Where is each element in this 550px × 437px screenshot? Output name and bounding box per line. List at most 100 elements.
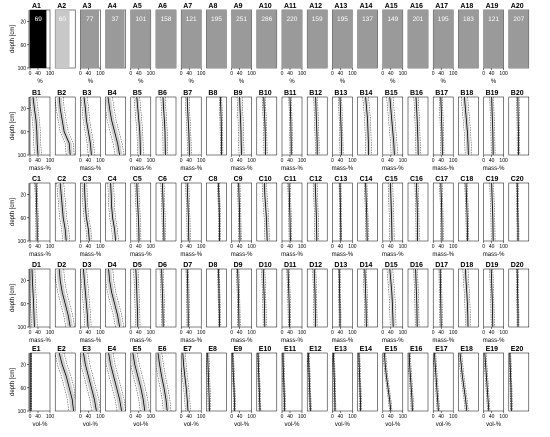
y-axis-label: depth [cm] <box>10 284 16 312</box>
panel-label: E10 <box>259 346 272 353</box>
panel-frame <box>508 352 530 412</box>
panel-label: A11 <box>284 3 297 10</box>
lower-bound-line <box>338 96 341 156</box>
x-axis-label: mass-% <box>29 166 51 172</box>
panel-label: C13 <box>334 176 347 183</box>
x-tick-label: 40 <box>438 71 444 77</box>
median-line <box>384 352 392 412</box>
median-line <box>58 352 74 412</box>
panel-d18: D18 <box>458 262 479 328</box>
y-axis-label: depth [cm] <box>10 198 16 226</box>
composition-fill <box>206 10 227 68</box>
median-line <box>434 352 439 412</box>
x-tick-label: 100 <box>449 414 458 420</box>
panel-c7: C7 <box>180 176 202 242</box>
x-tick-label: 40 <box>35 244 41 250</box>
panel-frame <box>29 268 51 328</box>
x-axis-label: mass-% <box>130 252 152 258</box>
panel-label: B10 <box>259 90 272 97</box>
panel-b18: B18 <box>458 90 479 156</box>
median-line <box>207 352 210 412</box>
x-tick-label: 100 <box>348 330 357 336</box>
x-axis-label: mass-% <box>332 338 354 344</box>
panel-label: E13 <box>334 346 347 353</box>
lower-bound-line <box>80 268 86 328</box>
median-line <box>257 352 261 412</box>
upper-bound-line <box>518 96 521 156</box>
x-tick-label: 40 <box>186 71 192 77</box>
composition-fill <box>181 10 202 68</box>
panel-label: C3 <box>82 176 91 183</box>
panel-b9: B9 <box>231 90 252 156</box>
median-line <box>108 352 122 412</box>
lower-bound-line <box>185 96 188 156</box>
x-tick-label: 0 <box>381 158 384 164</box>
panel-frame <box>180 182 202 242</box>
panel-frame <box>407 352 429 412</box>
x-tick-label: 100 <box>499 71 508 77</box>
y-tick-label: 100 <box>18 409 27 415</box>
lower-bound-line <box>217 268 219 327</box>
panel-c11: C11 <box>281 176 303 242</box>
x-tick-label: 100 <box>197 244 206 250</box>
x-axis-label: % <box>239 79 245 85</box>
x-tick-label: 0 <box>180 158 183 164</box>
row-e: 20 60 100 depth [cm] E1 E2 E3 E4 E5 E6 E7 E8 E9 E10 E1… <box>10 346 530 428</box>
lower-bound-line <box>460 96 466 156</box>
lower-bound-line <box>80 96 89 156</box>
composition-fill <box>408 10 428 68</box>
x-tick-label: 0 <box>129 414 132 420</box>
x-tick-label: 0 <box>482 158 485 164</box>
x-tick-label: 40 <box>388 71 394 77</box>
range-band <box>363 97 371 155</box>
panel-label: B4 <box>108 90 117 97</box>
x-tick-label: 0 <box>281 244 284 250</box>
panel-label: C2 <box>57 176 66 183</box>
panel-label: E2 <box>57 346 66 353</box>
y-tick-label: 100 <box>18 239 27 245</box>
median-line <box>389 268 394 328</box>
lower-bound-line <box>133 268 136 328</box>
panel-label: D17 <box>435 262 448 269</box>
panel-frame <box>483 352 504 412</box>
panel-c4: C4 <box>105 176 126 242</box>
panel-frame <box>432 182 454 242</box>
panel-label: D18 <box>460 262 473 269</box>
x-tick-label: 0 <box>29 330 32 336</box>
x-tick-label: 40 <box>136 158 142 164</box>
x-axis-label: mass-% <box>281 338 303 344</box>
median-line <box>135 268 139 328</box>
upper-bound-line <box>139 96 144 156</box>
upper-bound-line <box>188 96 192 156</box>
lower-bound-line <box>185 268 188 327</box>
lower-bound-line <box>508 352 511 412</box>
x-tick-label: 0 <box>331 244 334 250</box>
x-axis-label: vol-% <box>284 422 300 428</box>
lower-bound-line <box>29 269 32 328</box>
x-axis-label: mass-% <box>483 166 505 172</box>
panel-d16: D16 <box>407 262 429 328</box>
x-axis-label: vol-% <box>83 422 99 428</box>
y-tick-label: 20 <box>20 279 26 285</box>
x-tick-label: 100 <box>197 158 206 164</box>
x-tick-label: 100 <box>247 414 256 420</box>
x-tick-label: 0 <box>331 158 334 164</box>
x-tick-label: 100 <box>46 244 55 250</box>
panel-c1: C1 <box>29 176 51 242</box>
upper-bound-line <box>467 96 472 156</box>
range-band <box>108 183 118 241</box>
x-tick-label: 100 <box>247 244 256 250</box>
panel-c6: C6 <box>155 176 177 242</box>
panel-label: B9 <box>234 90 243 97</box>
median-line <box>132 352 146 412</box>
panel-label: E8 <box>208 346 217 353</box>
upper-bound-line <box>241 96 245 156</box>
panel-a4: A4 37 <box>105 3 126 69</box>
median-line <box>459 352 468 412</box>
upper-bound-line <box>163 182 166 242</box>
median-line <box>440 96 443 156</box>
median-line <box>32 96 39 156</box>
x-tick-label: 40 <box>438 158 444 164</box>
panel-c5: C5 <box>130 176 152 242</box>
x-axis-label: % <box>390 79 396 85</box>
